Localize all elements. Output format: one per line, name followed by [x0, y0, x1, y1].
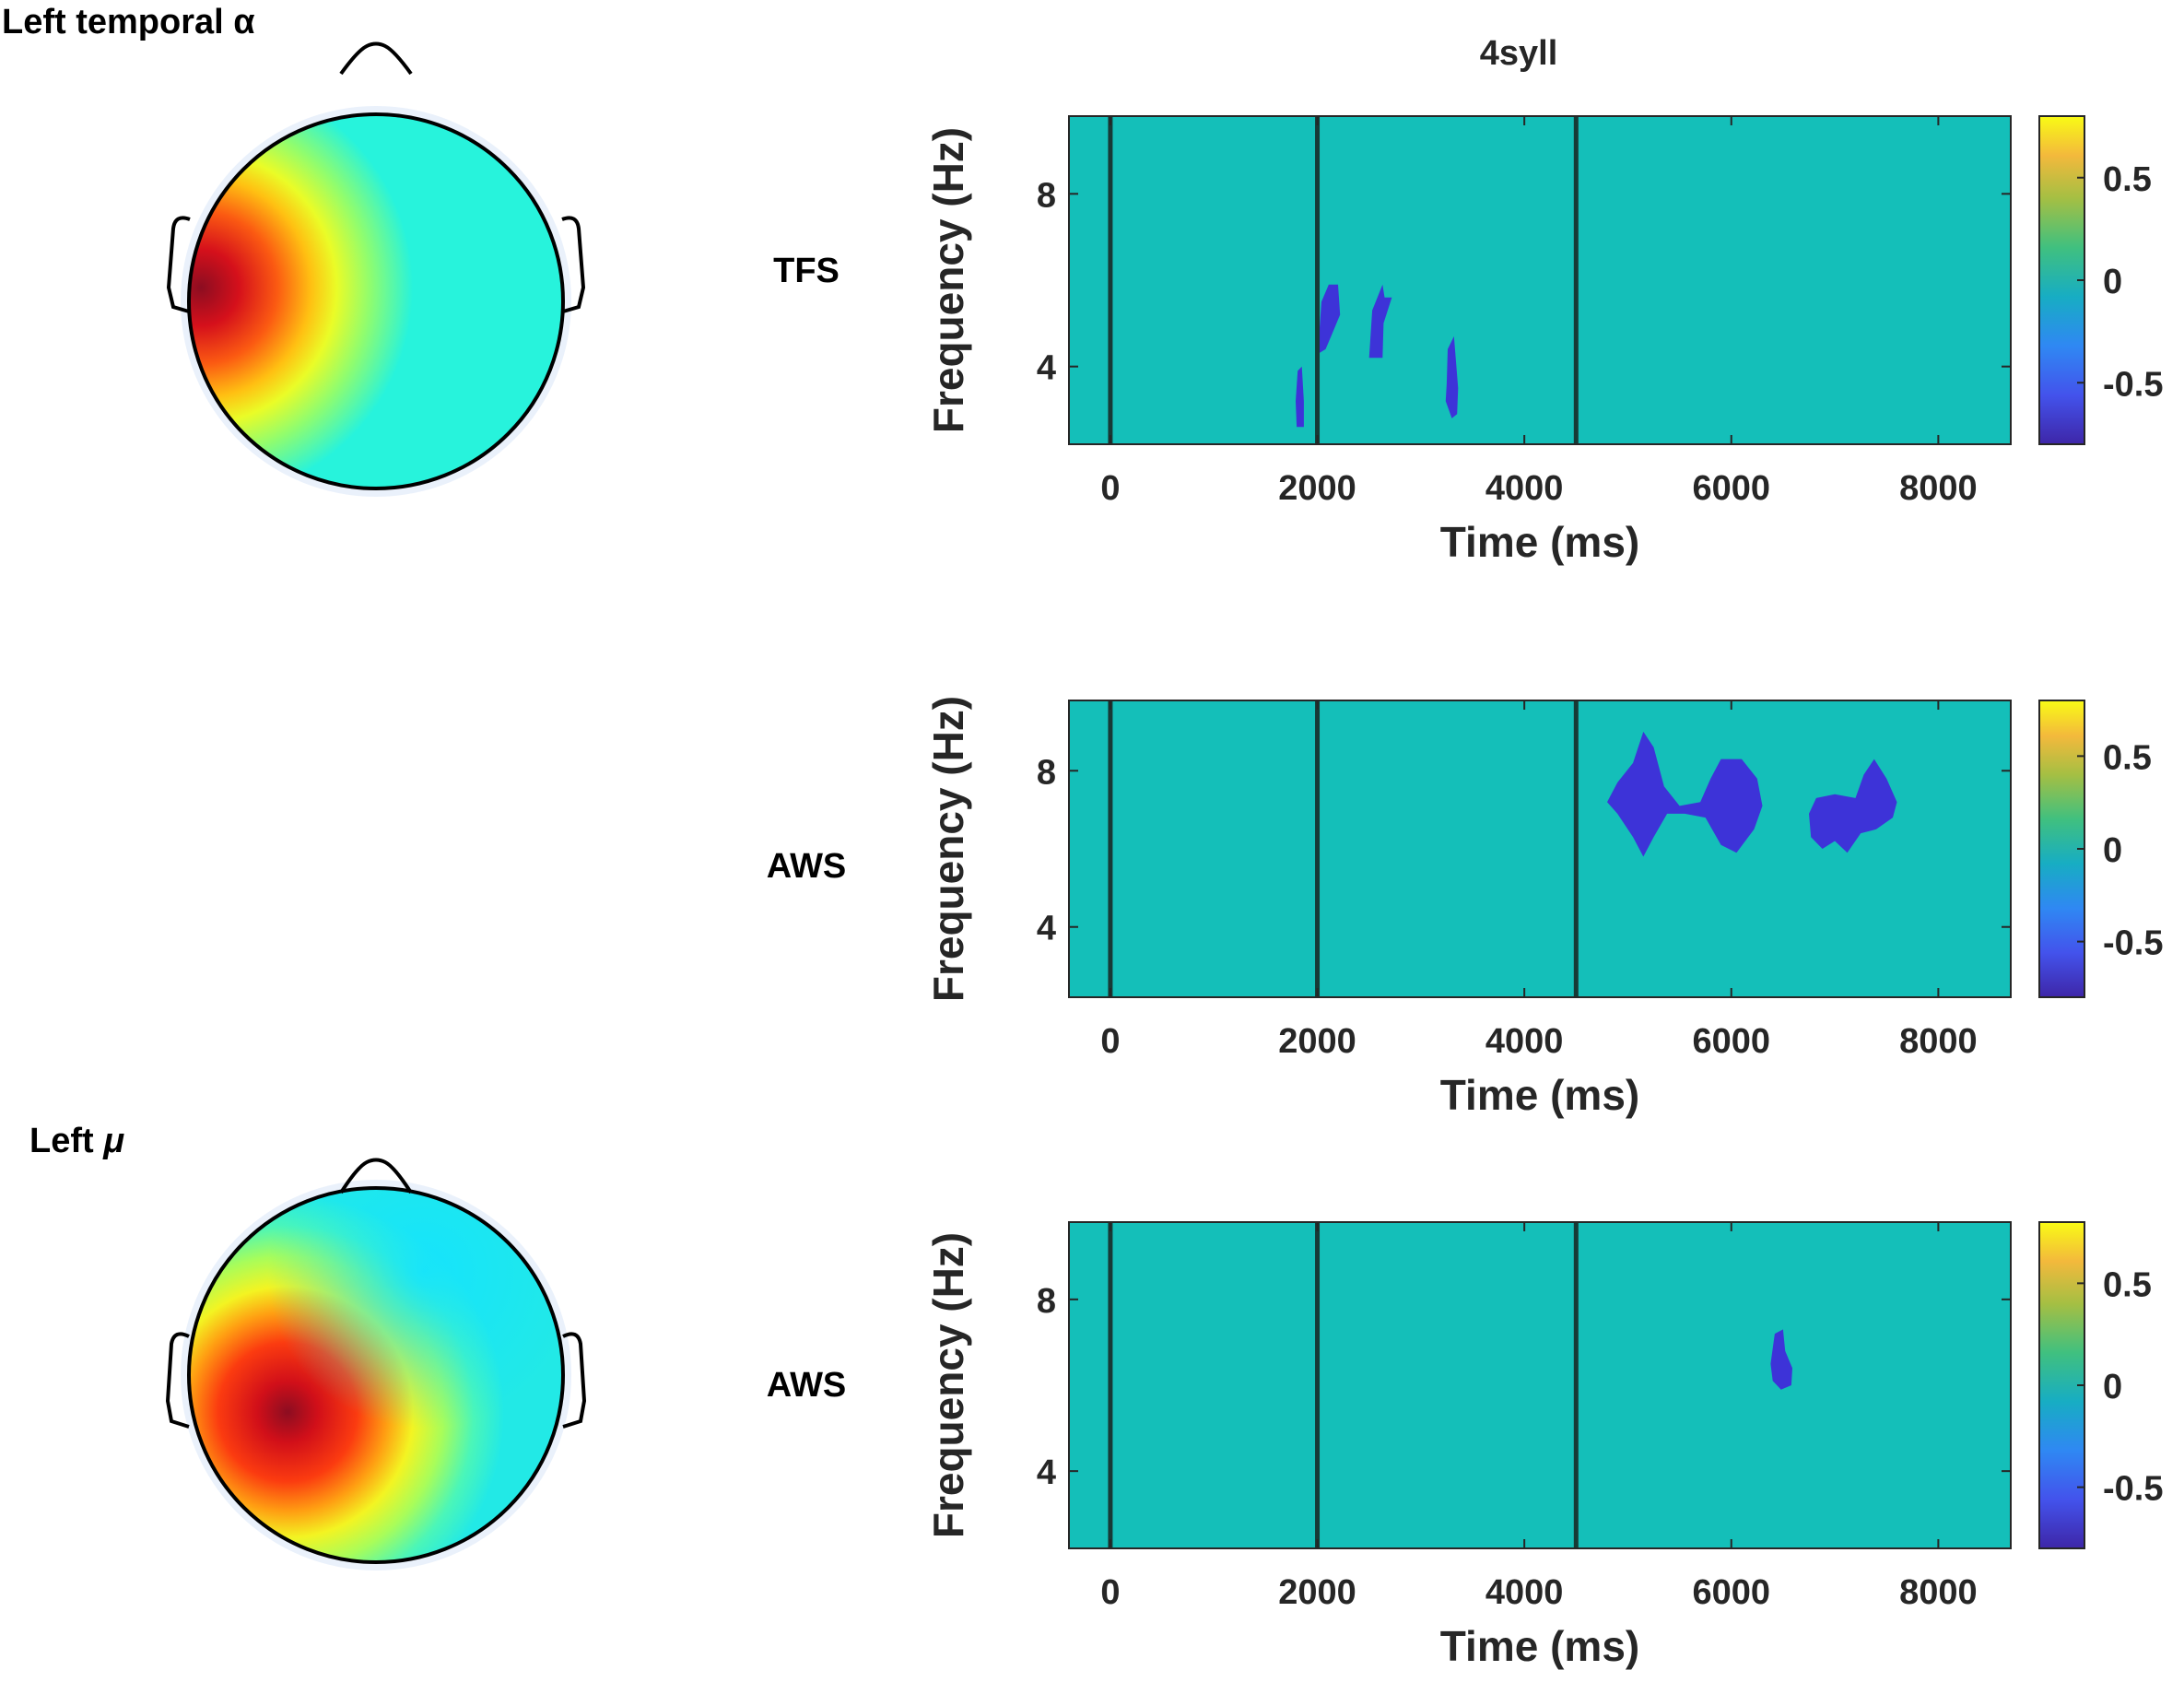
topo-label-left-temporal-alpha: Left temporal α	[2, 3, 255, 41]
x-tick-label: 6000	[1692, 469, 1770, 508]
colorbar	[2038, 700, 2085, 998]
topo-label-left-mu: Left μ	[29, 1122, 124, 1160]
y-axis-label: Frequency (Hz)	[924, 127, 972, 433]
x-tick-label: 8000	[1899, 1022, 1978, 1061]
colorbar-tick-label: 0.5	[2103, 738, 2152, 777]
x-tick-label: 0	[1100, 1022, 1120, 1061]
left-ear-icon	[166, 216, 191, 313]
colorbar-tick-label: 0	[2103, 263, 2122, 301]
heatmap-panel-aws-alpha: AWS 0 2000 4000 6000 8000 4 8 Time (ms) Frequency…	[767, 696, 2164, 1119]
colorbar-tick-label: 0	[2103, 1368, 2122, 1406]
x-axis-label: Time (ms)	[1440, 1622, 1639, 1670]
significant-cluster	[1318, 284, 1341, 354]
topo-map-left-temporal-alpha	[166, 41, 586, 497]
colorbar-tick-label: 0.5	[2103, 160, 2152, 199]
x-tick-label: 4000	[1485, 1022, 1564, 1061]
axes-frame	[1068, 1221, 2012, 1549]
y-tick-label: 8	[1037, 1282, 1056, 1321]
x-tick-label: 2000	[1278, 1573, 1356, 1612]
x-tick-label: 8000	[1899, 469, 1978, 508]
x-axis-label: Time (ms)	[1440, 1071, 1639, 1119]
colorbar-tick-label: -0.5	[2103, 365, 2163, 404]
heatmap-background	[1069, 116, 2011, 444]
x-tick-label: 6000	[1692, 1573, 1770, 1612]
colorbar-tick-label: 0	[2103, 831, 2122, 870]
y-tick-label: 8	[1037, 176, 1056, 215]
column-title: 4syll	[1480, 34, 1558, 73]
heatmap-panel-aws-mu: AWS 0 2000 4000 6000 8000 4 8 Time (ms) Frequency…	[767, 1221, 2163, 1670]
x-tick-label: 4000	[1485, 1573, 1564, 1612]
row-label: AWS	[767, 847, 847, 886]
x-tick-label: 8000	[1899, 1573, 1978, 1612]
y-axis-label: Frequency (Hz)	[924, 1232, 972, 1538]
colorbar-tick-label: 0.5	[2103, 1265, 2152, 1304]
colorbar-tick-label: -0.5	[2103, 924, 2163, 963]
y-tick-label: 4	[1037, 1453, 1056, 1492]
x-tick-label: 2000	[1278, 469, 1356, 508]
topo-map-left-mu	[165, 1158, 587, 1570]
axes-frame	[1068, 115, 2012, 445]
x-tick-label: 0	[1100, 1573, 1120, 1612]
row-label: AWS	[767, 1366, 847, 1405]
left-ear-icon	[165, 1332, 190, 1429]
nose-icon	[339, 1158, 413, 1194]
x-tick-label: 6000	[1692, 1022, 1770, 1061]
heatmap-background	[1069, 1222, 2011, 1548]
heatmap-panel-tfs: TFS 0 2000 4000 6000 8000 4 8 Time (ms) Frequency…	[773, 115, 2163, 566]
nose-icon	[339, 41, 413, 76]
x-tick-label: 4000	[1485, 469, 1564, 508]
y-axis-label: Frequency (Hz)	[924, 696, 972, 1002]
y-tick-label: 4	[1037, 910, 1056, 948]
y-tick-label: 4	[1037, 349, 1056, 388]
significant-cluster	[1607, 731, 1763, 857]
y-tick-label: 8	[1037, 753, 1056, 792]
significant-cluster	[1296, 366, 1304, 428]
head-outline	[187, 112, 565, 490]
significant-cluster	[1368, 284, 1392, 359]
significant-cluster	[1809, 759, 1897, 853]
right-ear-icon	[562, 1332, 587, 1429]
significant-cluster	[1445, 335, 1459, 418]
x-axis-label: Time (ms)	[1440, 518, 1639, 566]
colorbar	[2038, 115, 2085, 445]
colorbar-tick-label: -0.5	[2103, 1470, 2163, 1509]
right-ear-icon	[561, 216, 586, 313]
x-tick-label: 0	[1100, 469, 1120, 508]
row-label: TFS	[773, 252, 840, 290]
axes-frame	[1068, 700, 2012, 998]
head-outline	[187, 1186, 565, 1564]
x-tick-label: 2000	[1278, 1022, 1356, 1061]
significant-cluster	[1770, 1329, 1792, 1390]
heatmap-background	[1069, 700, 2011, 997]
